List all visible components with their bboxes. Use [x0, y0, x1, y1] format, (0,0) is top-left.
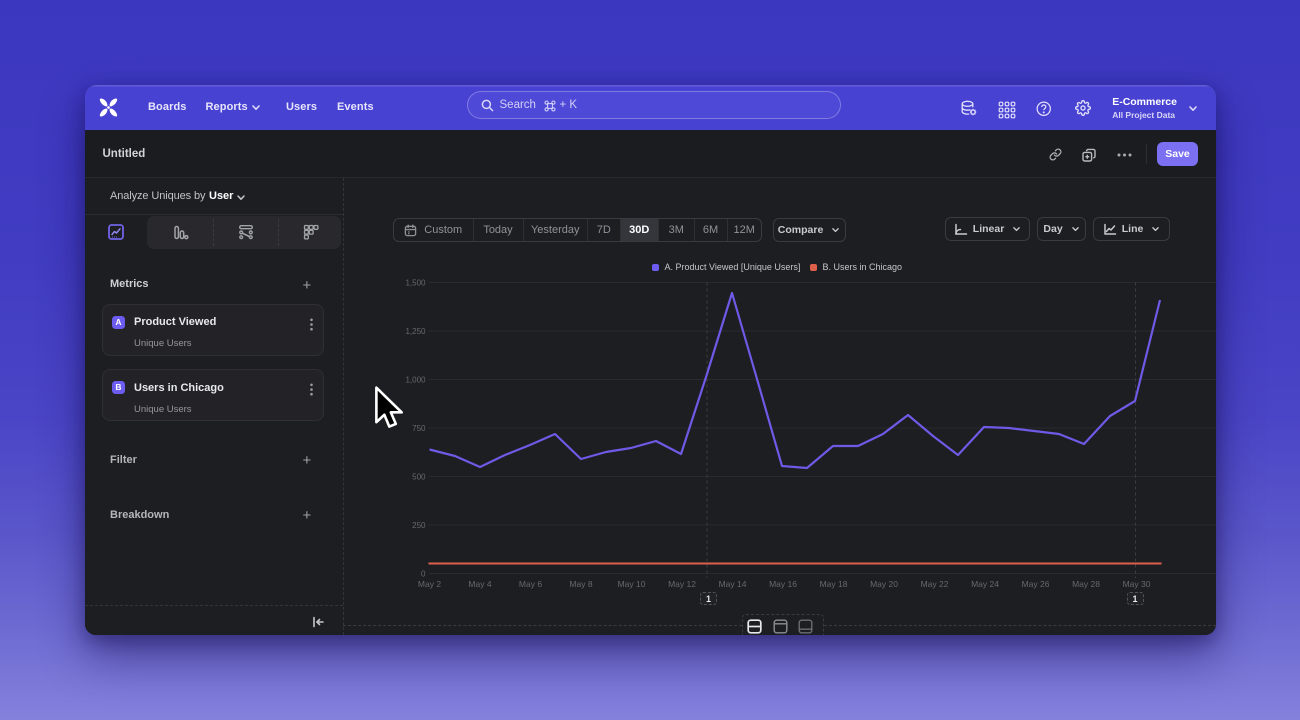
svg-text:May 16: May 16: [769, 579, 797, 589]
svg-text:May 6: May 6: [518, 579, 541, 589]
svg-text:May 14: May 14: [718, 579, 746, 589]
svg-text:750: 750: [412, 424, 426, 433]
svg-text:1,500: 1,500: [405, 278, 426, 287]
svg-text:May 4: May 4: [468, 579, 491, 589]
svg-text:May 2: May 2: [417, 579, 440, 589]
svg-text:May 28: May 28: [1072, 579, 1100, 589]
svg-text:May 10: May 10: [617, 579, 645, 589]
svg-text:May 12: May 12: [668, 579, 696, 589]
svg-text:May 8: May 8: [569, 579, 592, 589]
svg-text:May 26: May 26: [1021, 579, 1049, 589]
svg-text:1,250: 1,250: [405, 327, 426, 336]
svg-text:May 18: May 18: [819, 579, 847, 589]
svg-text:May 20: May 20: [870, 579, 898, 589]
svg-text:May 30: May 30: [1122, 579, 1150, 589]
svg-text:0: 0: [421, 569, 426, 578]
svg-text:1,000: 1,000: [405, 375, 426, 384]
svg-text:250: 250: [412, 521, 426, 530]
svg-text:May 24: May 24: [971, 579, 999, 589]
svg-text:May 22: May 22: [920, 579, 948, 589]
svg-text:500: 500: [412, 472, 426, 481]
